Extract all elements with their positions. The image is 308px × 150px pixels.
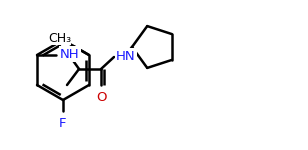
Text: CH₃: CH₃ [48,32,71,45]
Text: HN: HN [116,50,136,63]
Text: NH: NH [60,48,80,60]
Text: O: O [96,91,106,104]
Text: F: F [59,117,67,130]
